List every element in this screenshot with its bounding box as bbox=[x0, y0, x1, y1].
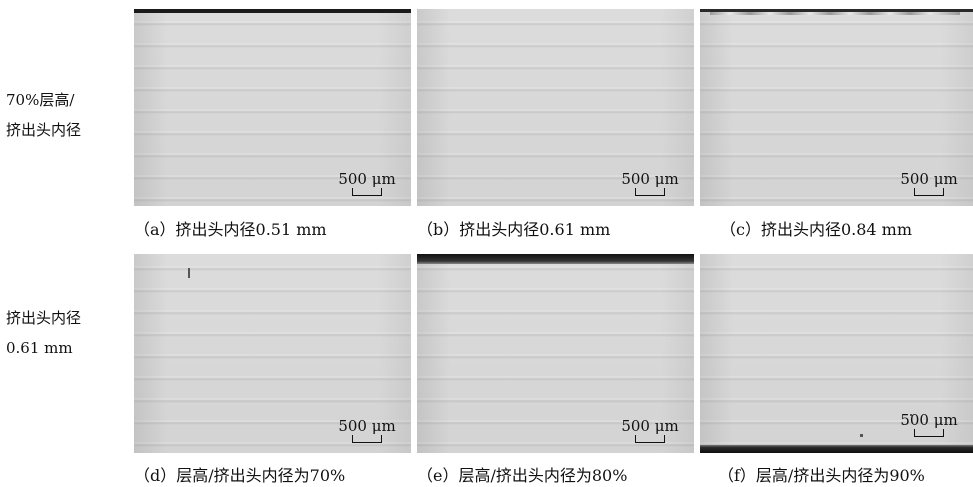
scale-bar-d: 500 μm bbox=[337, 417, 397, 443]
scale-bar-line-e bbox=[635, 435, 665, 443]
scale-label-c: 500 μm bbox=[900, 170, 958, 188]
scale-bar-line-a bbox=[352, 188, 382, 196]
row-label-1: 70%层高/ 挤出头内径 bbox=[6, 85, 81, 145]
micrograph-f: 500 μm bbox=[700, 254, 973, 453]
micrograph-d: 500 μm bbox=[134, 254, 411, 453]
scale-label-f: 500 μm bbox=[900, 411, 958, 429]
scale-bar-b: 500 μm bbox=[620, 170, 680, 196]
micrograph-a: 500 μm bbox=[134, 9, 411, 206]
caption-b: （b）挤出头内径0.61 mm bbox=[417, 220, 611, 239]
caption-d: （d）层高/挤出头内径为70% bbox=[134, 466, 346, 485]
micrograph-e: 500 μm bbox=[417, 254, 694, 453]
row-label-2-line1: 挤出头内径 bbox=[6, 309, 82, 327]
scale-label-a: 500 μm bbox=[338, 170, 396, 188]
micrograph-c: 500 μm bbox=[700, 9, 973, 206]
scale-label-d: 500 μm bbox=[338, 417, 396, 435]
caption-e: （e）层高/挤出头内径为80% bbox=[417, 466, 628, 485]
scale-bar-c: 500 μm bbox=[899, 170, 959, 196]
row-label-2: 挤出头内径 0.61 mm bbox=[6, 303, 81, 363]
scale-label-e: 500 μm bbox=[621, 417, 679, 435]
caption-f: （f）层高/挤出头内径为90% bbox=[718, 466, 925, 485]
scale-bar-a: 500 μm bbox=[337, 170, 397, 196]
row-label-1-line2: 挤出头内径 bbox=[6, 121, 82, 139]
micrograph-b: 500 μm bbox=[417, 9, 694, 206]
scale-bar-f: 500 μm bbox=[899, 411, 959, 437]
caption-c: （c）挤出头内径0.84 mm bbox=[720, 220, 913, 239]
row-label-2-line2: 0.61 mm bbox=[6, 339, 73, 357]
scale-label-b: 500 μm bbox=[621, 170, 679, 188]
row-label-1-line1: 70%层高/ bbox=[6, 91, 75, 109]
caption-a: （a）挤出头内径0.51 mm bbox=[134, 220, 327, 239]
scale-bar-line-b bbox=[635, 188, 665, 196]
scale-bar-line-c bbox=[914, 188, 944, 196]
scale-bar-e: 500 μm bbox=[620, 417, 680, 443]
scale-bar-line-d bbox=[352, 435, 382, 443]
scale-bar-line-f bbox=[914, 429, 944, 437]
